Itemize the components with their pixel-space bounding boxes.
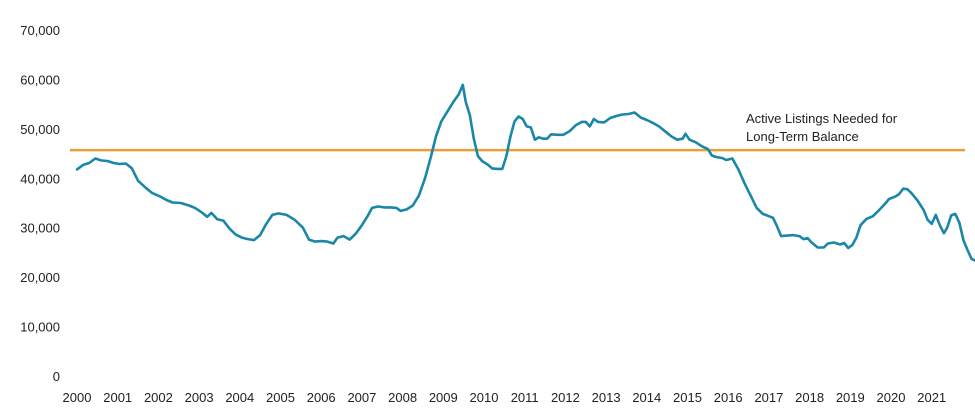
y-tick-label: 50,000 — [20, 122, 60, 137]
y-tick-label: 0 — [53, 369, 60, 384]
x-tick-label: 2007 — [347, 390, 376, 405]
y-tick-label: 10,000 — [20, 320, 60, 335]
x-tick-label: 2003 — [185, 390, 214, 405]
x-tick-label: 2018 — [795, 390, 824, 405]
x-tick-label: 2011 — [511, 390, 539, 405]
x-tick-label: 2004 — [225, 390, 254, 405]
x-tick-label: 2001 — [103, 390, 132, 405]
x-tick-label: 2006 — [307, 390, 336, 405]
active-listings-series-line — [75, 83, 975, 262]
x-tick-label: 2005 — [266, 390, 295, 405]
x-tick-label: 2020 — [877, 390, 906, 405]
y-tick-label: 30,000 — [20, 221, 60, 236]
x-tick-label: 2000 — [63, 390, 92, 405]
y-tick-label: 40,000 — [20, 171, 60, 186]
x-tick-label: 2015 — [673, 390, 702, 405]
x-axis-tick-labels: 2000 2001 2002 2003 2004 2005 2006 2007 2008 2009… — [63, 390, 947, 405]
x-tick-label: 2016 — [714, 390, 743, 405]
y-tick-label: 70,000 — [20, 23, 60, 38]
x-tick-label: 2009 — [429, 390, 458, 405]
x-tick-label: 2019 — [836, 390, 865, 405]
y-tick-label: 20,000 — [20, 270, 60, 285]
x-tick-label: 2010 — [470, 390, 499, 405]
x-tick-label: 2017 — [754, 390, 783, 405]
reference-annotation-line-2: Long-Term Balance — [746, 129, 859, 144]
y-axis-tick-labels: 0 10,000 20,000 30,000 40,000 50,000 60,000 70,… — [20, 23, 60, 384]
x-tick-label: 2014 — [632, 390, 661, 405]
y-tick-label: 60,000 — [20, 72, 60, 87]
x-tick-label: 2012 — [551, 390, 580, 405]
x-tick-label: 2002 — [144, 390, 173, 405]
reference-annotation-line-1: Active Listings Needed for — [746, 111, 898, 126]
x-tick-label: 2013 — [592, 390, 621, 405]
x-tick-label: 2021 — [917, 390, 946, 405]
x-tick-label: 2008 — [388, 390, 417, 405]
